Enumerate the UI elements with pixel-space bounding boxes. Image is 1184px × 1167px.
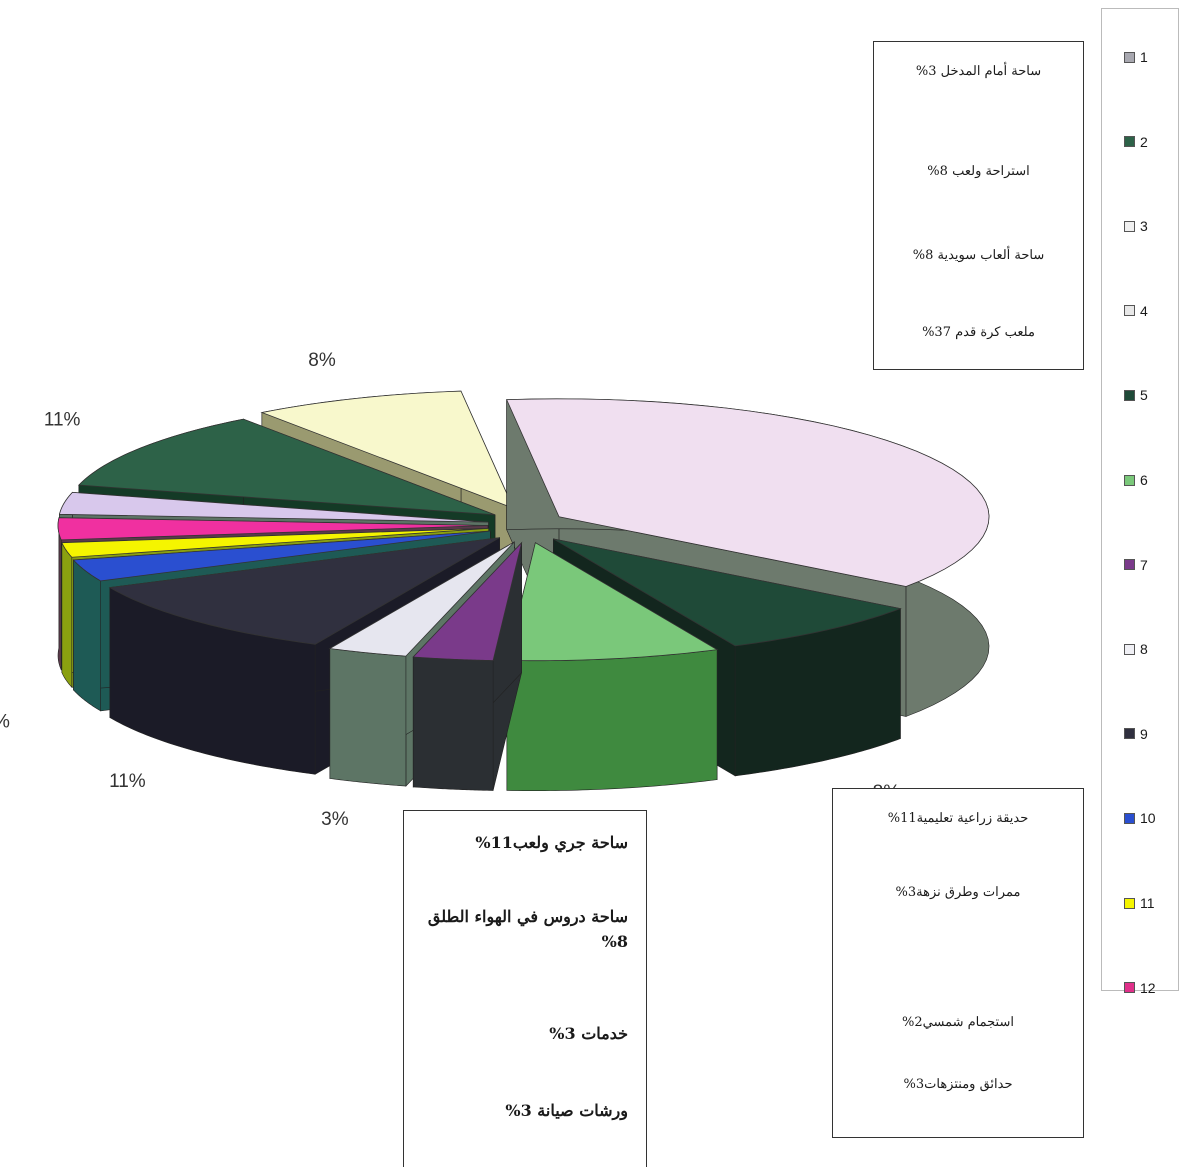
legend-label: 3	[1140, 218, 1148, 235]
slice-top	[61, 527, 489, 558]
annotation-text: خدمات 3%	[549, 1024, 628, 1043]
annotation-text: ساحة أمام المدخل 3%	[915, 64, 1042, 79]
slice-top	[506, 542, 719, 662]
annotation-box-bottom-center: ساحة جري ولعب11% ساحة دروس في الهواء الط…	[403, 810, 647, 1167]
legend-item: 4	[1124, 303, 1148, 319]
slice-top	[412, 541, 523, 661]
legend-swatch	[1124, 389, 1135, 401]
legend-label: 9	[1140, 725, 1148, 742]
slice-side	[57, 517, 62, 671]
slice-top	[108, 537, 500, 645]
legend-label: 4	[1140, 302, 1148, 319]
slice-top	[506, 398, 990, 587]
data-label-12: 8%	[308, 350, 336, 371]
slice-top	[57, 517, 489, 541]
legend-item: 11	[1124, 895, 1155, 911]
slice-top	[328, 541, 515, 657]
legend-item: 12	[1124, 980, 1156, 996]
slice-top	[553, 538, 902, 647]
legend-swatch	[1124, 136, 1135, 148]
annotation-text: ممرات وطرق نزهة3%	[895, 885, 1021, 900]
slice-top	[58, 491, 489, 523]
legend: 1 2 3 4 5 6 7 8 9 10 11 12	[1101, 8, 1179, 996]
legend-swatch	[1124, 474, 1135, 486]
pie-slice-4	[412, 541, 523, 791]
slice-top	[77, 418, 496, 516]
legend-swatch	[1124, 728, 1135, 740]
slice-side	[73, 559, 101, 712]
slice-top	[260, 390, 515, 509]
legend-item: 8	[1124, 641, 1148, 657]
annotation-text: حدائق ومنتزهات3%	[903, 1077, 1013, 1092]
annotation-text: ملعب كرة قدم 37%	[922, 325, 1035, 340]
data-label-7: 3%	[0, 711, 10, 732]
annotation-text: ساحة دروس في الهواء الطلق 8%	[427, 907, 628, 951]
legend-swatch	[1124, 220, 1135, 232]
annotation-text: ساحة جري ولعب11%	[475, 833, 628, 852]
legend-label: 10	[1140, 810, 1156, 827]
legend-swatch	[1124, 51, 1135, 63]
legend-swatch	[1124, 812, 1135, 824]
legend-item: 2	[1124, 134, 1148, 150]
legend-label: 6	[1140, 472, 1148, 488]
legend-label: 1	[1140, 49, 1148, 65]
legend-item: 1	[1124, 49, 1148, 65]
annotation-text: ورشات صيانة 3%	[505, 1101, 628, 1120]
legend-item: 5	[1124, 387, 1148, 403]
slice-side	[61, 542, 73, 689]
legend-item: 9	[1124, 726, 1148, 742]
legend-label: 2	[1140, 133, 1148, 150]
legend-swatch	[1124, 305, 1135, 317]
legend-label: 11	[1140, 895, 1155, 911]
legend-label: 8	[1140, 641, 1148, 658]
legend-swatch	[1124, 643, 1135, 655]
legend-item: 6	[1124, 472, 1148, 488]
annotation-box-top-right: ساحة أمام المدخل 3% استراحة ولعب 8% ساحة…	[873, 41, 1084, 370]
slice-side	[506, 649, 718, 791]
legend-swatch	[1124, 897, 1135, 909]
legend-item: 10	[1124, 810, 1156, 826]
annotation-text: ساحة ألعاب سويدية 8%	[912, 248, 1045, 263]
annotation-box-bottom-right: حديقة زراعية تعليمية11% ممرات وطرق نزهة3…	[832, 788, 1084, 1138]
data-label-11: 11%	[44, 409, 81, 430]
legend-swatch	[1124, 559, 1135, 571]
pie-slice-3	[506, 542, 719, 791]
annotation-text: استجمام شمسي2%	[902, 1015, 1014, 1030]
legend-label: 12	[1140, 979, 1156, 996]
slice-side	[412, 656, 494, 791]
slice-top	[72, 530, 491, 582]
annotation-text: استراحة ولعب 8%	[927, 164, 1030, 179]
data-label-6: 11%	[109, 771, 146, 792]
legend-label: 7	[1140, 556, 1148, 573]
annotation-text: حديقة زراعية تعليمية11%	[887, 811, 1029, 826]
data-label-5: 3%	[321, 809, 349, 830]
legend-item: 3	[1124, 218, 1148, 234]
legend-label: 5	[1140, 387, 1148, 404]
slice-side	[329, 648, 407, 787]
legend-item: 7	[1124, 557, 1148, 573]
legend-swatch	[1124, 982, 1135, 994]
